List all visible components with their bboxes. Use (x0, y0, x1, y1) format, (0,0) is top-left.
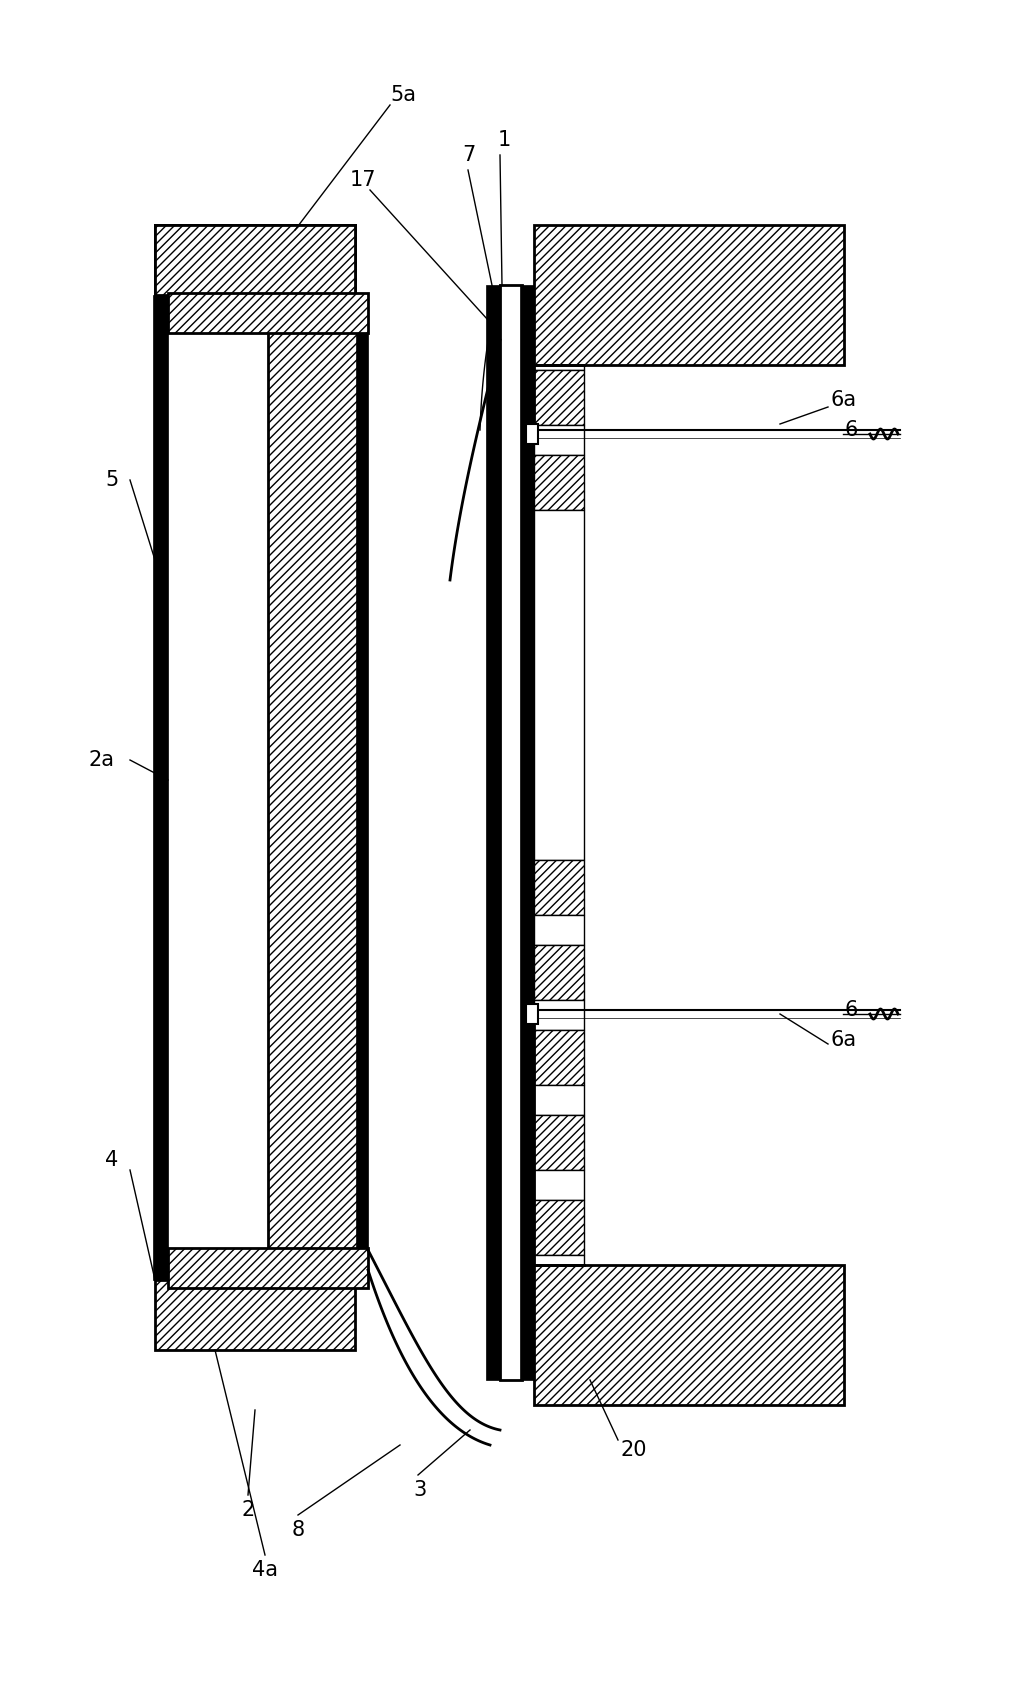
Bar (520, 286, 534, 1380)
Bar (534, 340, 584, 371)
Bar (268, 296, 358, 1280)
Bar (168, 292, 368, 333)
Bar (526, 1005, 538, 1023)
Bar (534, 1030, 584, 1085)
Bar (534, 286, 584, 340)
Text: 2a: 2a (88, 750, 114, 770)
Bar (534, 1170, 584, 1200)
Bar (534, 425, 584, 456)
Text: 20: 20 (620, 1440, 647, 1460)
Bar (168, 296, 268, 1280)
Text: 6a: 6a (829, 389, 856, 410)
Text: 7: 7 (462, 144, 475, 165)
Text: 5: 5 (105, 469, 118, 490)
Bar (486, 286, 500, 1380)
Bar (534, 1255, 584, 1285)
Bar (526, 423, 538, 444)
Bar (534, 1265, 844, 1404)
Bar (534, 1000, 584, 1030)
Bar (168, 1248, 368, 1289)
Bar (534, 456, 584, 510)
Bar (155, 1280, 355, 1350)
Text: 5a: 5a (390, 85, 416, 105)
Bar (155, 224, 355, 299)
Bar (534, 1285, 584, 1340)
Bar (534, 510, 584, 860)
Text: 2: 2 (242, 1499, 254, 1520)
Bar (534, 1115, 584, 1170)
Bar (155, 224, 355, 299)
Bar (534, 1085, 584, 1115)
Bar (534, 224, 844, 366)
Bar (356, 296, 368, 1280)
Text: 4: 4 (105, 1149, 118, 1170)
Text: 17: 17 (350, 170, 376, 190)
Text: 1: 1 (498, 129, 511, 150)
Bar (534, 1200, 584, 1255)
Bar (534, 915, 584, 945)
Text: 3: 3 (413, 1481, 427, 1499)
Text: 4a: 4a (252, 1561, 278, 1579)
Bar (500, 286, 522, 1380)
Bar (534, 860, 584, 915)
Bar (534, 945, 584, 1000)
Text: 6a: 6a (829, 1030, 856, 1051)
Bar (153, 296, 168, 1280)
Text: 8: 8 (291, 1520, 305, 1540)
Text: 6: 6 (845, 1000, 858, 1020)
Bar (534, 371, 584, 425)
Bar (155, 224, 355, 296)
Text: 6: 6 (845, 420, 858, 440)
